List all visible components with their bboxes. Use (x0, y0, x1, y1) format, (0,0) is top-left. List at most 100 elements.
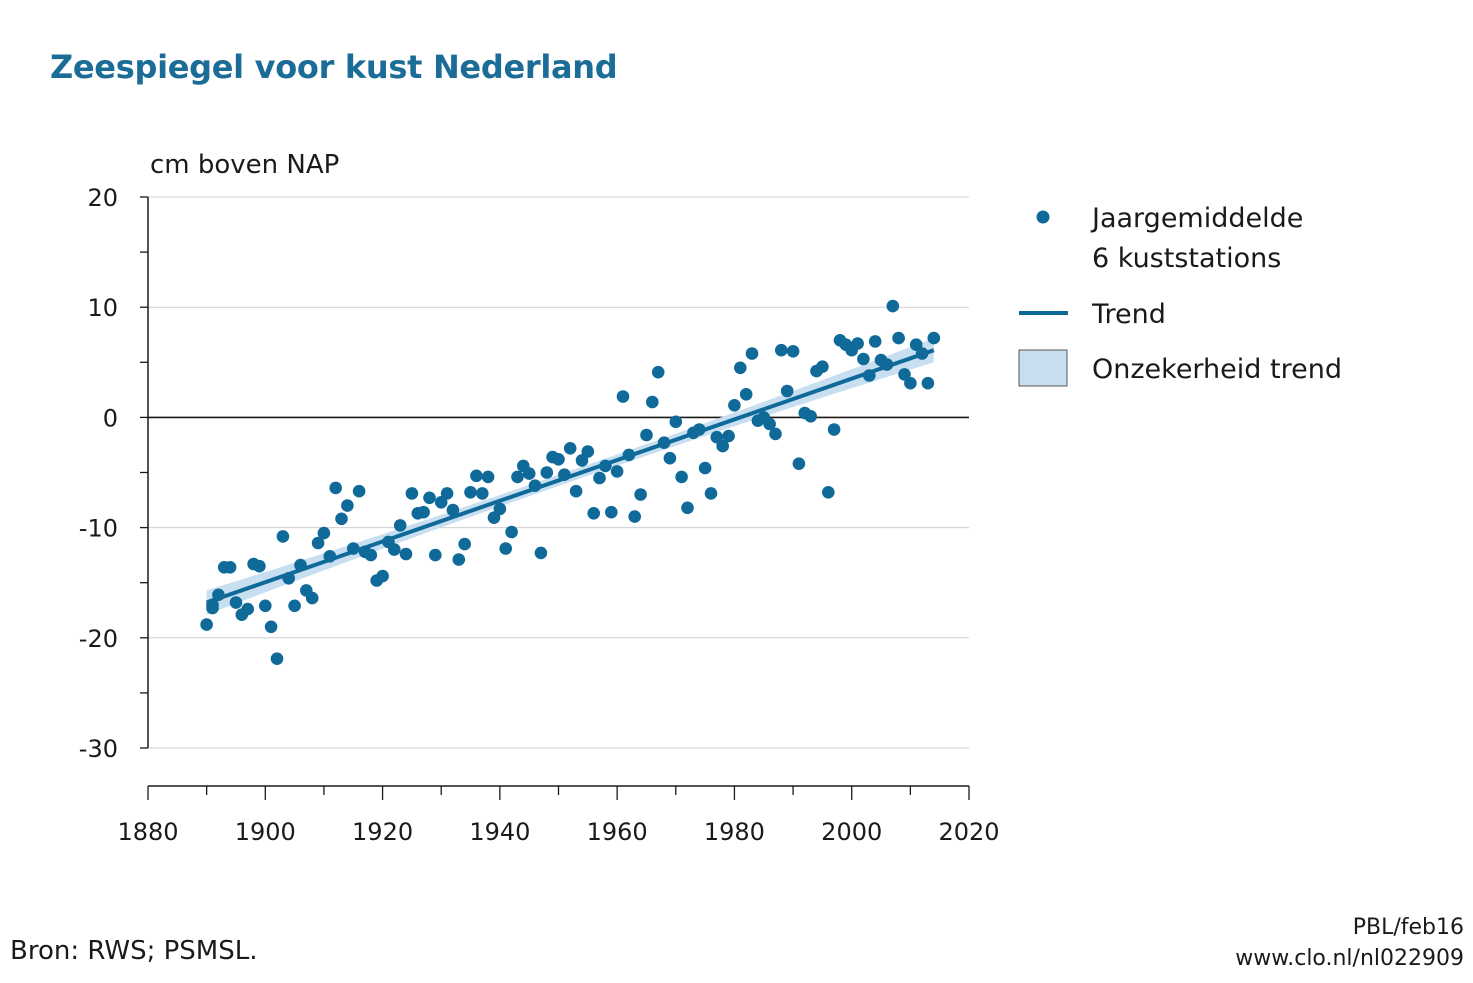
y-tick-label: -20 (79, 625, 118, 653)
data-point (528, 479, 542, 493)
data-point (253, 559, 266, 573)
data-point (264, 620, 278, 634)
data-point (458, 537, 472, 551)
data-point (739, 388, 753, 401)
data-point (728, 399, 741, 412)
data-point (393, 519, 407, 532)
data-point (540, 466, 554, 479)
data-point (212, 588, 225, 602)
data-point (446, 503, 460, 517)
data-point (558, 468, 571, 482)
data-point (376, 569, 389, 583)
data-point (675, 470, 688, 484)
x-tick-label: 1920 (352, 818, 413, 846)
data-point (329, 481, 343, 495)
data-point (921, 376, 935, 390)
legend-band-label: Onzekerheid trend (1092, 354, 1342, 385)
legend-points-label-line2: 6 kuststations (1092, 243, 1281, 274)
data-point (223, 561, 237, 574)
data-point (294, 558, 307, 572)
data-point (816, 360, 829, 374)
points-layer (200, 299, 941, 665)
data-point (423, 491, 436, 505)
data-point (663, 451, 677, 465)
data-point (769, 427, 782, 441)
data-point (628, 510, 641, 523)
data-point (692, 423, 706, 436)
data-point (323, 550, 337, 563)
data-point (276, 530, 290, 543)
data-point (698, 461, 712, 475)
data-point (716, 439, 729, 453)
data-point (722, 429, 735, 443)
data-point (470, 469, 483, 483)
data-point (511, 470, 524, 484)
data-point (364, 548, 378, 562)
data-point (200, 618, 213, 631)
data-point (775, 343, 788, 357)
data-point (241, 602, 254, 616)
legend-band-swatch (1018, 349, 1068, 387)
data-point (552, 453, 565, 466)
data-point (311, 536, 325, 550)
data-point (563, 442, 577, 455)
data-point (605, 505, 618, 519)
data-point (569, 484, 583, 498)
y-tick-label: 10 (87, 294, 118, 322)
data-point (915, 347, 929, 360)
legend-points-label-line1: Jaargemiddelde (1090, 203, 1303, 234)
y-axis-label: cm boven NAP (150, 150, 339, 180)
data-point (657, 436, 671, 450)
data-point (522, 467, 536, 480)
data-point (481, 470, 495, 484)
data-point (452, 553, 466, 566)
data-point (282, 572, 296, 585)
data-point (352, 484, 366, 498)
data-point (640, 428, 653, 442)
data-point (616, 390, 630, 403)
data-point (599, 459, 612, 473)
data-point (305, 591, 319, 605)
grid-layer (148, 196, 969, 749)
data-point (646, 395, 659, 409)
x-tick-label: 2020 (938, 818, 999, 846)
data-point (587, 507, 600, 520)
data-point (610, 465, 624, 478)
data-point (822, 486, 835, 499)
data-point (464, 486, 477, 499)
data-point (288, 599, 301, 613)
data-point (476, 487, 489, 500)
legend-trend-label: Trend (1091, 299, 1166, 330)
data-point (734, 361, 747, 375)
legend-point-marker (1036, 210, 1050, 224)
y-tick-label: 20 (87, 184, 118, 212)
data-point (827, 423, 841, 436)
y-tick-label: -10 (79, 515, 118, 543)
data-point (347, 542, 360, 555)
data-point (880, 358, 894, 371)
x-tick-label: 1960 (587, 818, 648, 846)
data-point (341, 499, 354, 512)
data-point (892, 331, 905, 345)
x-tick-label: 2000 (821, 818, 882, 846)
data-point (681, 501, 694, 515)
data-point (206, 598, 219, 611)
credit-block: PBL/feb16 www.clo.nl/nl022909 (1235, 912, 1464, 974)
data-point (868, 335, 882, 348)
data-point (710, 430, 724, 444)
data-point (399, 547, 413, 561)
data-point (927, 331, 941, 345)
y-tick-label: -30 (79, 735, 118, 763)
data-point (493, 502, 507, 516)
data-point (669, 415, 683, 429)
data-point (634, 488, 647, 501)
data-point (904, 376, 917, 390)
data-point (804, 410, 817, 423)
x-tick-label: 1900 (235, 818, 296, 846)
data-point (259, 599, 272, 613)
data-point (857, 352, 870, 366)
legend: Jaargemiddelde 6 kuststations Trend Onze… (1018, 203, 1342, 387)
data-point (786, 345, 800, 358)
data-point (651, 365, 665, 379)
